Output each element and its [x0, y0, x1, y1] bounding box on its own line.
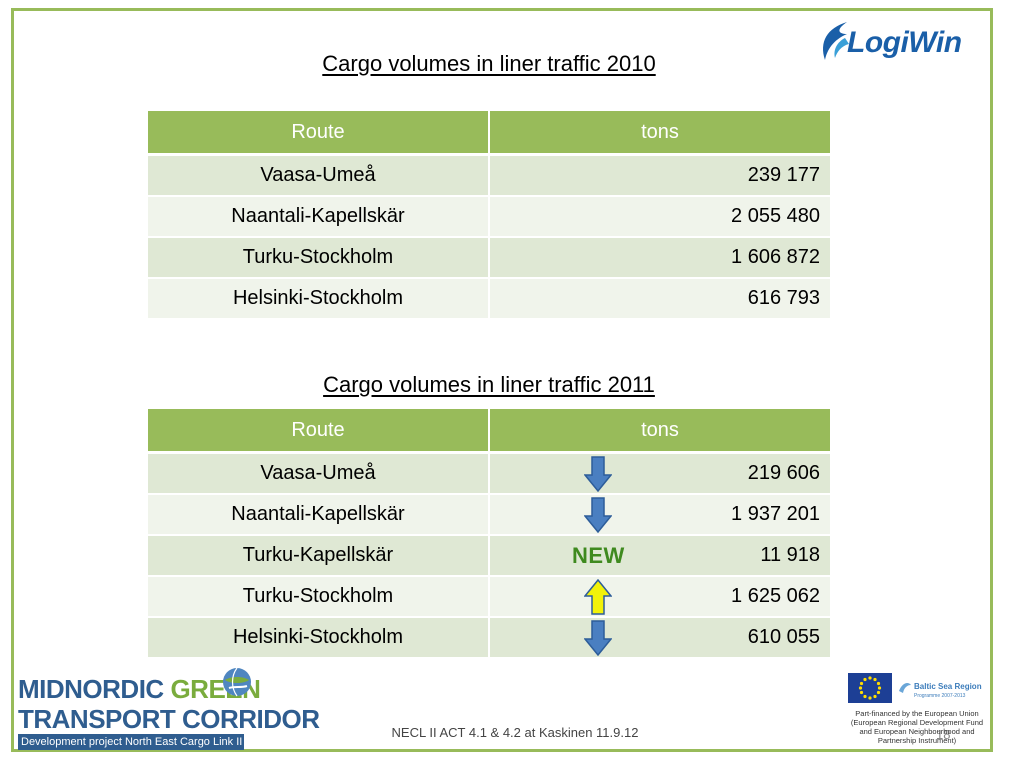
tons-value: 610 055 [747, 626, 820, 648]
tons-value: 1 937 201 [731, 503, 820, 525]
tons-value: 219 606 [747, 462, 820, 484]
route-cell: Helsinki-Stockholm [148, 618, 488, 659]
table-row: Turku-Kapellskär NEW 11 918 [148, 536, 830, 577]
table-row: Vaasa-Umeå 219 606 [148, 454, 830, 495]
table-row: Helsinki-Stockholm 616 793 [148, 279, 830, 320]
table-header-row: Route tons [148, 409, 830, 454]
route-cell: Naantali-Kapellskär [148, 495, 488, 536]
tons-value: 1 625 062 [731, 585, 820, 607]
table-2010-title: Cargo volumes in liner traffic 2010 [322, 51, 656, 76]
page-number: 18 [936, 727, 951, 742]
midnordic-logo-tagline: Development project North East Cargo Lin… [18, 734, 244, 750]
tons-cell: 1 625 062 [488, 577, 830, 618]
route-cell: Vaasa-Umeå [148, 156, 488, 197]
slide-border [11, 8, 993, 752]
table-row: Helsinki-Stockholm 610 055 [148, 618, 830, 659]
table-row: Turku-Stockholm 1 606 872 [148, 238, 830, 279]
cargo-table-2010: Route tons Vaasa-Umeå 239 177 Naantali-K… [148, 111, 830, 320]
column-header-route: Route [148, 111, 488, 156]
table-row: Turku-Stockholm 1 625 062 [148, 577, 830, 618]
logiwin-wordmark: LogiWin [847, 26, 962, 59]
bsr-wave-icon [899, 683, 911, 693]
route-cell: Turku-Stockholm [148, 238, 488, 279]
midnordic-logo-word: MIDNORDIC [18, 674, 171, 704]
new-badge: NEW [572, 543, 625, 568]
logiwin-logo: LogiWin [817, 18, 987, 68]
tons-cell: 1 937 201 [488, 495, 830, 536]
table-row: Naantali-Kapellskär 2 055 480 [148, 197, 830, 238]
tons-value: 11 918 [760, 544, 820, 566]
tons-cell: 1 606 872 [488, 238, 830, 279]
tons-cell: 610 055 [488, 618, 830, 659]
eu-funding-line: Partnership Instrument) [877, 736, 957, 745]
midnordic-logo-line1: MIDNORDIC GREEN [18, 674, 261, 705]
down-arrow-icon [584, 497, 612, 533]
up-arrow-icon [584, 579, 612, 615]
column-header-route: Route [148, 409, 488, 454]
table-row: Naantali-Kapellskär 1 937 201 [148, 495, 830, 536]
eu-funding-line: Part-financed by the European Union [855, 709, 979, 718]
eu-funding-line: (European Regional Development Fund [850, 718, 984, 727]
down-arrow-icon [584, 620, 612, 656]
logiwin-swoosh-icon [823, 22, 849, 60]
eu-flag-icon [848, 673, 892, 703]
tons-cell: NEW 11 918 [488, 536, 830, 577]
down-arrow-icon [584, 456, 612, 492]
eu-funding-line: and European Neighbourhood and [859, 727, 975, 736]
route-cell: Turku-Stockholm [148, 577, 488, 618]
midnordic-logo: MIDNORDIC GREEN TRANSPORT CORRIDOR Devel… [18, 666, 320, 750]
tons-cell: 616 793 [488, 279, 830, 320]
baltic-sea-region-logo: Baltic Sea Region Programme 2007-2013 [898, 673, 988, 703]
route-cell: Turku-Kapellskär [148, 536, 488, 577]
footer-text: NECL II ACT 4.1 & 4.2 at Kaskinen 11.9.1… [391, 725, 639, 740]
route-cell: Vaasa-Umeå [148, 454, 488, 495]
route-cell: Naantali-Kapellskär [148, 197, 488, 238]
bsr-subtitle: Programme 2007-2013 [914, 693, 966, 699]
table-header-row: Route tons [148, 111, 830, 156]
column-header-tons: tons [488, 111, 830, 156]
midnordic-logo-line2: TRANSPORT CORRIDOR [18, 704, 320, 734]
table-row: Vaasa-Umeå 239 177 [148, 156, 830, 197]
table-2011-title: Cargo volumes in liner traffic 2011 [323, 372, 655, 397]
tons-cell: 239 177 [488, 156, 830, 197]
tons-cell: 2 055 480 [488, 197, 830, 238]
eu-funding-text: Part-financed by the European Union (Eur… [844, 709, 990, 745]
globe-icon [223, 667, 251, 697]
tons-cell: 219 606 [488, 454, 830, 495]
bsr-title: Baltic Sea Region [914, 682, 982, 691]
cargo-table-2011: Route tons Vaasa-Umeå 219 606 Naantali-K… [148, 409, 830, 659]
eu-funding-logo: Baltic Sea Region Programme 2007-2013 Pa… [844, 667, 990, 749]
route-cell: Helsinki-Stockholm [148, 279, 488, 320]
column-header-tons: tons [488, 409, 830, 454]
